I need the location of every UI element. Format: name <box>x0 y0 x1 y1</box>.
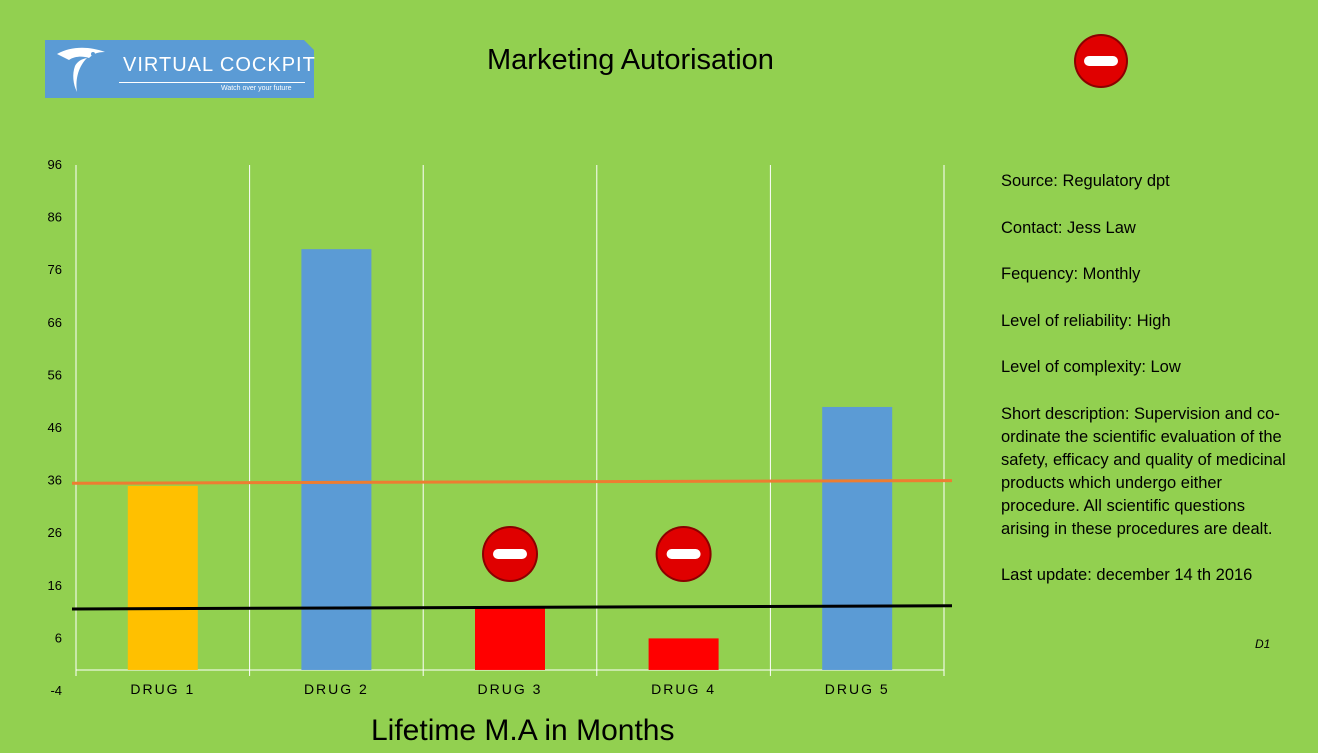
bar-drug-5 <box>822 406 893 670</box>
chart-grid <box>75 165 945 676</box>
info-description: Short description: Supervision and co-or… <box>1001 404 1286 538</box>
info-contact: Contact: Jess Law <box>1001 218 1136 237</box>
y-tick-label: 36 <box>48 473 62 488</box>
marker-bar <box>666 549 701 559</box>
info-source: Source: Regulatory dpt <box>1001 172 1170 190</box>
y-tick-label: -4 <box>50 683 62 698</box>
y-tick-label: 16 <box>48 578 62 593</box>
page-title: Marketing Autorisation <box>487 44 774 76</box>
x-axis-categories: DRUG 1 DRUG 2 DRUG 3 DRUG 4 DRUG 5 <box>130 681 890 697</box>
info-reliability: Level of reliability: High <box>1001 311 1171 330</box>
bar-drug-3 <box>475 606 545 670</box>
y-tick-label: 86 <box>48 210 62 225</box>
category-label: DRUG 5 <box>825 681 890 697</box>
chart-bars <box>127 249 893 670</box>
category-label: DRUG 4 <box>651 681 716 697</box>
no-entry-icon <box>655 526 712 582</box>
y-tick-label: 96 <box>48 157 62 172</box>
y-tick-label: 56 <box>48 367 62 382</box>
y-tick-label: 46 <box>48 420 62 435</box>
marker-bar <box>493 549 527 559</box>
logo-name: VIRTUAL COCKPIT <box>123 54 316 76</box>
no-entry-icon <box>482 526 538 582</box>
no-entry-icon <box>1074 34 1128 88</box>
bar-drug-4 <box>648 638 719 670</box>
category-label: DRUG 3 <box>478 681 543 697</box>
virtual-cockpit-logo: VIRTUAL COCKPIT Watch over your future <box>45 40 316 98</box>
y-tick-label: 76 <box>48 262 62 277</box>
threshold-line <box>71 604 953 611</box>
category-label: DRUG 2 <box>304 681 369 697</box>
info-complexity: Level of complexity: Low <box>1001 358 1181 376</box>
logo-corner <box>304 40 314 50</box>
y-axis-ticks: -4 6 16 26 36 46 56 66 76 86 96 <box>48 157 62 698</box>
bar-drug-2 <box>301 249 372 670</box>
status-markers <box>482 526 712 582</box>
eagle-icon <box>57 47 105 92</box>
info-frequency: Fequency: Monthly <box>1001 265 1141 283</box>
y-tick-label: 66 <box>48 315 62 330</box>
info-last-update: Last update: december 14 th 2016 <box>1001 565 1253 584</box>
x-axis-title: Lifetime M.A in Months <box>371 714 675 747</box>
target-line <box>71 479 953 485</box>
bar-drug-1 <box>127 485 198 670</box>
reference-lines <box>71 479 953 611</box>
category-label: DRUG 1 <box>130 681 195 697</box>
y-tick-label: 6 <box>55 630 62 645</box>
y-tick-label: 26 <box>48 525 62 540</box>
logo-tagline: Watch over your future <box>221 85 292 92</box>
reference-code: D1 <box>1255 637 1271 651</box>
info-panel: Source: Regulatory dpt Contact: Jess Law… <box>1001 170 1291 610</box>
logo-divider <box>119 82 305 83</box>
